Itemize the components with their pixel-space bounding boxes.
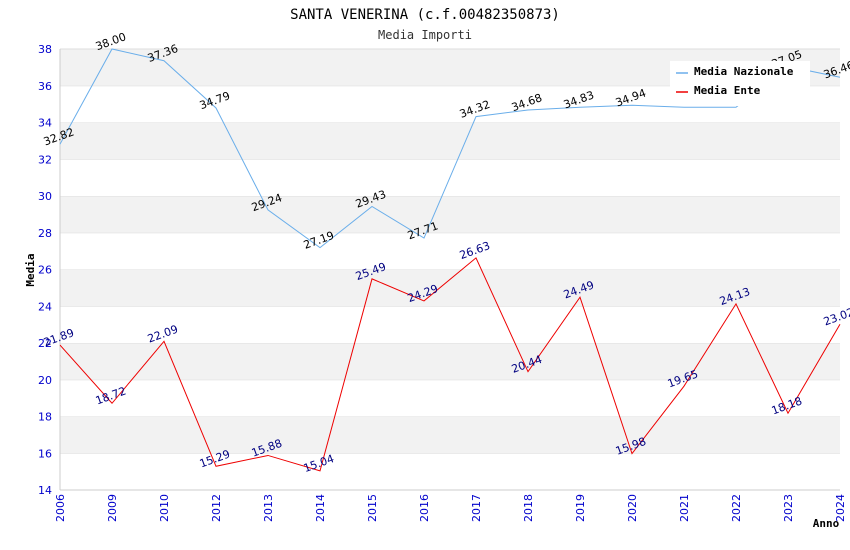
x-tick-label: 2015 bbox=[366, 494, 379, 522]
y-tick-label: 16 bbox=[38, 447, 52, 460]
grid-band bbox=[60, 122, 840, 160]
x-tick-label: 2009 bbox=[106, 494, 119, 522]
grid-bands bbox=[60, 48, 840, 490]
y-tick-label: 22 bbox=[38, 337, 52, 350]
chart-subtitle: Media Importi bbox=[378, 28, 472, 42]
x-tick-label: 2021 bbox=[678, 494, 691, 522]
y-tick-label: 34 bbox=[38, 117, 52, 130]
grid-band bbox=[60, 379, 840, 417]
x-tick-label: 2014 bbox=[314, 494, 327, 522]
grid-band bbox=[60, 196, 840, 233]
x-tick-label: 2006 bbox=[54, 494, 67, 522]
legend-label-ente: Media Ente bbox=[694, 84, 761, 97]
chart-title: SANTA VENERINA (c.f.00482350873) bbox=[290, 7, 560, 23]
y-tick-label: 30 bbox=[38, 190, 52, 203]
y-axis-label: Media bbox=[24, 253, 37, 286]
legend-box bbox=[670, 61, 810, 106]
y-tick-label: 36 bbox=[38, 80, 52, 93]
grid-band bbox=[60, 343, 840, 380]
grid-band bbox=[60, 306, 840, 343]
y-ticks: 14 16 18 20 22 24 26 28 30 32 34 36 38 bbox=[38, 43, 52, 497]
y-tick-label: 20 bbox=[38, 374, 52, 387]
x-tick-label: 2018 bbox=[522, 494, 535, 522]
x-tick-label: 2013 bbox=[262, 494, 275, 522]
x-tick-label: 2022 bbox=[730, 494, 743, 522]
y-tick-label: 32 bbox=[38, 153, 52, 166]
legend-label-nazionale: Media Nazionale bbox=[694, 65, 794, 78]
x-tick-label: 2020 bbox=[626, 494, 639, 522]
x-ticks: 2006 2009 2010 2012 2013 2014 2015 2016 2017 2018… bbox=[54, 494, 847, 522]
x-tick-label: 2010 bbox=[158, 494, 171, 522]
y-tick-label: 26 bbox=[38, 264, 52, 277]
x-tick-label: 2024 bbox=[834, 494, 847, 522]
x-tick-label: 2012 bbox=[210, 494, 223, 522]
y-tick-label: 18 bbox=[38, 411, 52, 424]
x-axis-label: Anno bbox=[813, 517, 840, 530]
x-tick-label: 2017 bbox=[470, 494, 483, 522]
x-tick-label: 2019 bbox=[574, 494, 587, 522]
legend: Media Nazionale Media Ente bbox=[670, 61, 810, 106]
series-line-ente bbox=[59, 257, 841, 472]
grid-band bbox=[60, 232, 840, 270]
x-tick-label: 2016 bbox=[418, 494, 431, 522]
axes bbox=[59, 49, 840, 491]
grid-band bbox=[60, 416, 840, 454]
x-tick-label: 2023 bbox=[782, 494, 795, 522]
series-line-nazionale bbox=[59, 48, 841, 249]
y-tick-label: 38 bbox=[38, 43, 52, 56]
y-tick-label: 28 bbox=[38, 227, 52, 240]
grid-band bbox=[60, 453, 840, 490]
y-tick-label: 24 bbox=[38, 300, 52, 313]
grid-band bbox=[60, 269, 840, 307]
y-tick-label: 14 bbox=[38, 484, 52, 497]
